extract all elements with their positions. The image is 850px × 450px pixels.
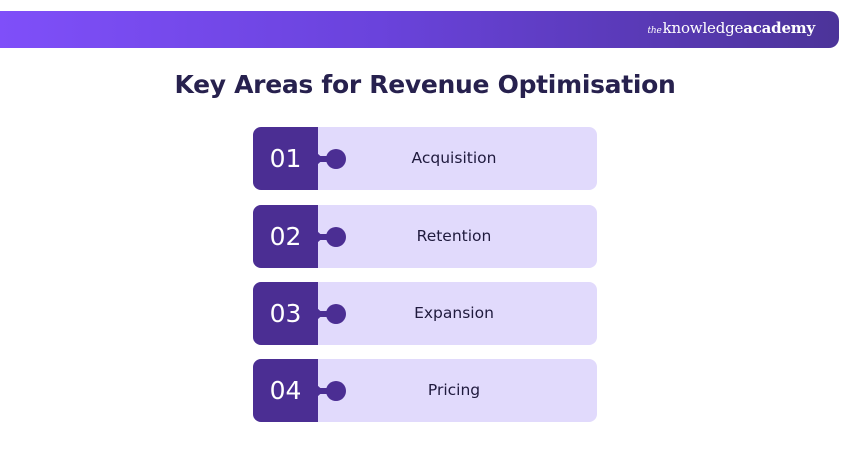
number-block xyxy=(253,127,318,190)
logo-bold: academy xyxy=(743,19,815,37)
connector-knob-icon xyxy=(317,227,346,247)
header-banner: theknowledgeacademy xyxy=(0,11,839,48)
logo-regular: knowledge xyxy=(662,19,744,37)
page-title: Key Areas for Revenue Optimisation xyxy=(174,70,676,99)
brand-logo: theknowledgeacademy xyxy=(647,19,815,37)
logo-prefix: the xyxy=(647,26,662,36)
list-item-acquisition: 01 Acquisition xyxy=(253,127,597,190)
number-block xyxy=(253,282,318,345)
connector-knob-icon xyxy=(317,304,346,324)
item-number: 02 xyxy=(269,222,302,251)
list-item-expansion: 03 Expansion xyxy=(253,282,597,345)
number-block xyxy=(253,359,318,422)
item-number: 01 xyxy=(269,144,302,173)
connector-knob-icon xyxy=(317,149,346,169)
item-label: Expansion xyxy=(414,304,494,322)
item-label: Retention xyxy=(416,227,492,245)
number-block xyxy=(253,205,318,268)
connector-knob-icon xyxy=(317,381,346,401)
item-number: 04 xyxy=(269,376,302,405)
item-label: Acquisition xyxy=(411,149,497,167)
item-label: Pricing xyxy=(427,381,481,399)
list-item-retention: 02 Retention xyxy=(253,205,597,268)
list-item-pricing: 04 Pricing xyxy=(253,359,597,422)
item-number: 03 xyxy=(269,299,302,328)
